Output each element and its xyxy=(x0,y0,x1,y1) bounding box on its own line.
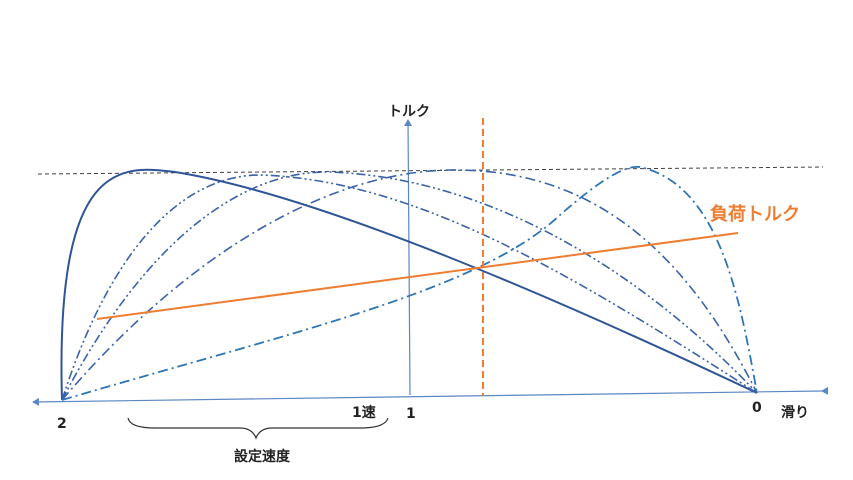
load-torque-line xyxy=(96,232,739,320)
slip-axis-label: 滑り xyxy=(781,404,809,421)
setting-speed-label: 設定速度 xyxy=(234,448,291,465)
speed-1-label: 1速 xyxy=(352,404,376,421)
torque-axis xyxy=(404,119,413,396)
torque-curve-dashdot-1 xyxy=(61,174,758,401)
setting-speed-brace xyxy=(127,417,389,440)
torque-curve-dashdot-4 xyxy=(61,166,758,401)
tick-label-0: 0 xyxy=(752,400,762,416)
tick-label-2: 2 xyxy=(57,416,67,432)
torque-curve-dashdot-3 xyxy=(61,169,758,401)
torque-curve-dashdot-2 xyxy=(61,171,758,401)
tick-label-1: 1 xyxy=(406,406,416,422)
slip-axis xyxy=(32,386,829,406)
load-torque-label: 負荷トルク xyxy=(710,203,800,225)
torque-axis-label: トルク xyxy=(388,104,430,120)
torque-curve-main xyxy=(60,168,758,401)
